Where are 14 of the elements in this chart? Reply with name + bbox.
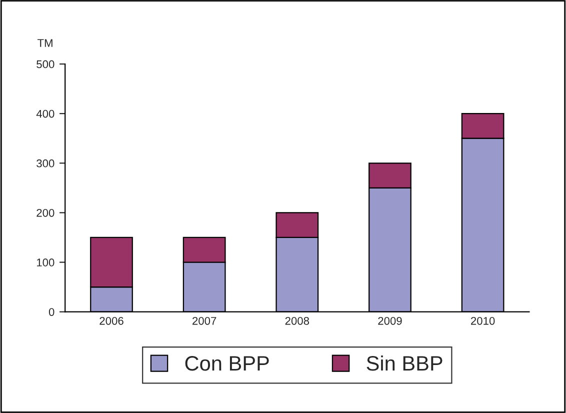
x-tick-label: 2007 — [192, 316, 216, 325]
y-tick-label: 0 — [48, 308, 54, 316]
y-tick-label: 100 — [36, 258, 54, 266]
y-tick-label: 300 — [36, 159, 54, 168]
legend-label: Sin BBP — [366, 355, 442, 371]
legend-label: Con BPP — [185, 356, 269, 371]
y-tick-label: 400 — [36, 110, 54, 118]
x-tick-label: 2006 — [100, 316, 124, 325]
x-tick-label: 2010 — [471, 316, 495, 325]
x-tick-label: 2008 — [285, 316, 310, 325]
y-tick-label: 500 — [36, 60, 54, 68]
x-tick-label: 2009 — [378, 316, 402, 325]
y-axis-title: TM — [37, 39, 52, 47]
y-tick-label: 200 — [36, 208, 54, 217]
